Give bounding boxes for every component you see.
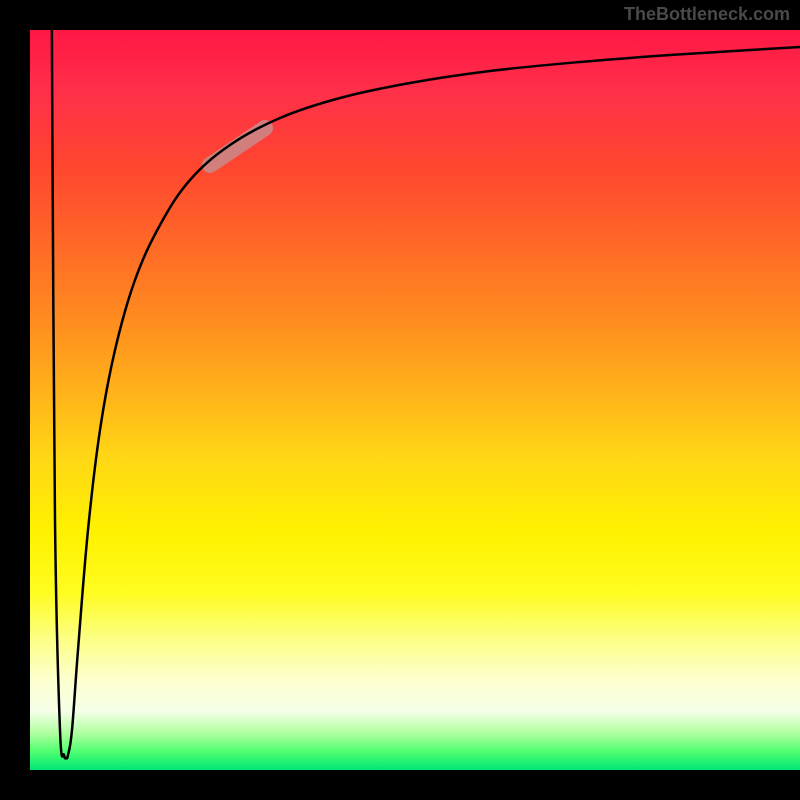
watermark-text: TheBottleneck.com xyxy=(624,4,790,25)
bottleneck-curve xyxy=(52,13,800,759)
plot-area xyxy=(30,30,800,770)
chart-container: TheBottleneck.com xyxy=(0,0,800,800)
curve-highlight-marker xyxy=(210,128,265,165)
curve-overlay xyxy=(30,30,800,770)
